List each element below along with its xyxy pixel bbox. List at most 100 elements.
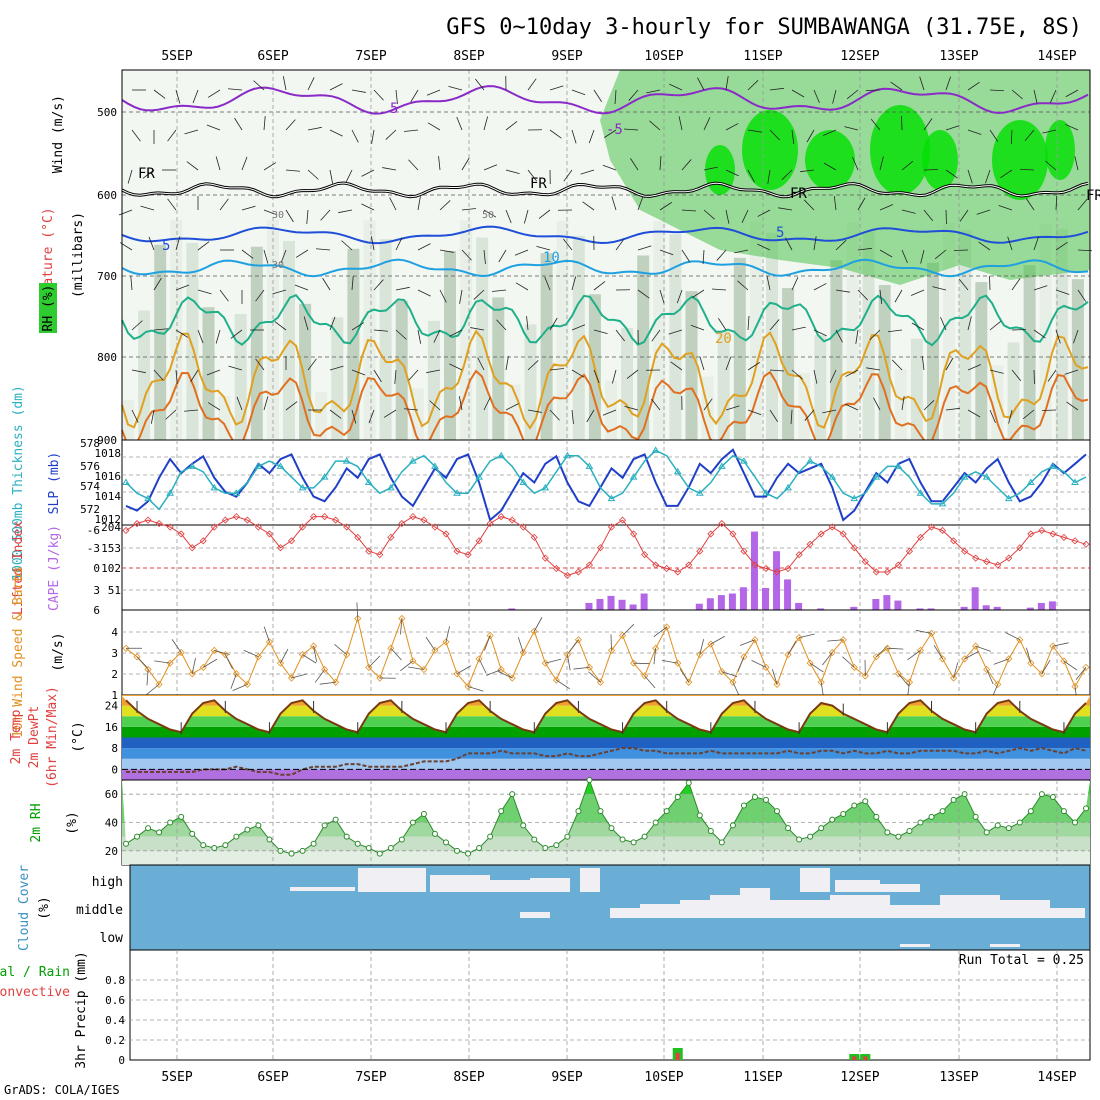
wind-barb: [747, 409, 762, 416]
wind-barb: [150, 409, 155, 424]
lifted-index-point: [321, 513, 329, 521]
temp-tick: 16: [105, 721, 118, 734]
wind-barb: [1073, 329, 1079, 344]
cloud-panel: high middle low Cloud Cover (%): [17, 864, 1091, 951]
wind-barb-10m: [610, 634, 612, 651]
wind-barb: [571, 324, 586, 331]
lifted-index-point: [133, 519, 141, 528]
lifted-index-label: Lifted Index: [11, 521, 26, 615]
rh-point: [696, 812, 703, 819]
lifted-index-point: [663, 564, 671, 573]
rh-point: [906, 828, 913, 834]
wind-barb: [668, 329, 683, 335]
wind-barb: [527, 169, 537, 182]
wind-barb: [322, 277, 331, 291]
wind-barb: [165, 409, 177, 420]
wind-barb: [934, 249, 947, 260]
lifted-index-point: [177, 530, 185, 538]
temp-tick: 24: [105, 700, 119, 713]
wind-barb: [153, 89, 166, 99]
wind-barb: [370, 236, 375, 251]
temp-color-band-3: [122, 737, 1090, 749]
wind-barb: [1055, 329, 1061, 344]
rh-point: [178, 813, 185, 820]
lifted-index-point: [420, 516, 428, 524]
wind-barb-10m: [699, 639, 705, 655]
rh-point: [420, 811, 427, 817]
wind-barb: [241, 205, 256, 211]
wind-barb-10m: [661, 659, 678, 664]
wind-barb: [734, 249, 749, 254]
wind-barb-10m: [484, 635, 491, 651]
wind-speed-point: [861, 672, 869, 680]
wind-barb: [498, 249, 507, 263]
lifted-index-point: [861, 558, 869, 566]
rh-point: [1038, 791, 1045, 798]
wind-speed-point: [232, 670, 240, 678]
minmax-label: (6hr Min/Max): [45, 686, 60, 788]
rh-shade-band: [830, 260, 843, 440]
cloud-block: [800, 868, 830, 892]
wind-barb: [681, 249, 690, 262]
wind-barb: [426, 369, 441, 374]
cloud-level-middle: middle: [76, 903, 123, 918]
lifted-index-point: [144, 516, 152, 524]
wind-speed-point: [927, 629, 936, 637]
slp-tick: 1014: [95, 490, 122, 503]
li-tick: 6: [93, 604, 100, 617]
wind-barb: [766, 276, 771, 291]
wind-barb: [197, 241, 210, 251]
cloud-block: [1050, 908, 1085, 918]
wind-barb: [690, 324, 705, 331]
thickness-point: [210, 483, 219, 491]
wind-barb: [433, 329, 441, 343]
wind-barb-10m: [313, 646, 318, 662]
wind-barb: [1024, 129, 1035, 141]
wind-speed-point: [574, 636, 582, 644]
cape-tick: 153: [101, 542, 121, 555]
wind-speed-point: [850, 663, 858, 671]
cape-bar: [795, 602, 803, 610]
lifted-index-point: [574, 568, 582, 576]
wind-barb: [813, 89, 820, 104]
wind-barb: [791, 277, 799, 291]
rh-core-0: [742, 110, 798, 190]
rh-point: [498, 808, 505, 815]
wind-barb: [404, 129, 419, 132]
wind-barb: [602, 164, 617, 171]
top-date-0: 5SEP: [161, 49, 192, 64]
precip-panel: 0.8 0.6 0.4 0.2 0 Run Total = 0.25 Total / R…: [0, 949, 1091, 1069]
bottom-date-4: 9SEP: [551, 1070, 582, 1085]
lifted-index-point: [1082, 540, 1090, 548]
lifted-index-point: [276, 544, 285, 552]
cape-bar: [762, 588, 769, 610]
wind-barb: [1049, 89, 1057, 103]
lifted-index-point: [762, 564, 770, 573]
lifted-index-point: [1005, 554, 1013, 562]
freezing-level-inner: [121, 182, 1089, 198]
rh-shade-band: [685, 291, 698, 440]
lifted-index-point: [475, 537, 483, 545]
wind-speed-point: [630, 659, 638, 667]
rh-shade-band: [234, 313, 247, 440]
wind-speed-point: [972, 642, 980, 650]
wind-barb: [630, 158, 639, 171]
lifted-index-point: [541, 554, 549, 562]
cape-bar: [883, 595, 891, 610]
contour-label: FR: [138, 166, 155, 182]
contour-label: 20: [715, 331, 732, 347]
wind-barb: [483, 116, 489, 131]
wind-barb-10m: [876, 645, 889, 658]
wind-barb: [967, 409, 981, 418]
thickness-point: [254, 462, 263, 469]
bottom-date-9: 14SEP: [1037, 1070, 1076, 1085]
rh-point: [763, 796, 769, 803]
pressure-tick-700: 700: [97, 270, 117, 283]
lifted-index-point: [795, 551, 803, 559]
thickness-line: [125, 449, 1087, 511]
rh-point: [387, 845, 394, 851]
wind-barb: [351, 369, 366, 376]
rh-point: [476, 845, 483, 851]
wind-barb: [351, 129, 359, 143]
wind-barb-10m: [679, 668, 690, 683]
